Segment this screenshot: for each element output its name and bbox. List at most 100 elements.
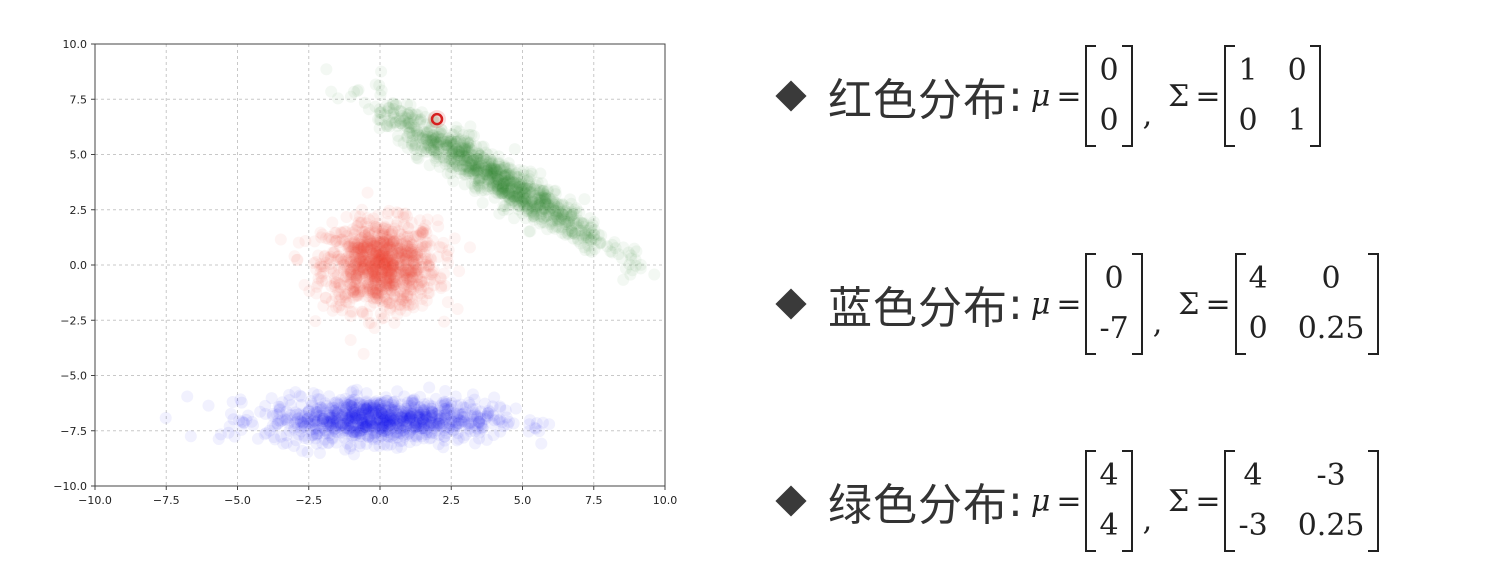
data-point (380, 242, 393, 255)
data-point (419, 252, 432, 265)
data-point (375, 279, 388, 292)
data-point (375, 266, 388, 279)
data-point (381, 253, 394, 266)
data-point (409, 408, 422, 421)
data-point (343, 278, 356, 291)
data-point (356, 406, 369, 419)
data-point (372, 249, 385, 262)
data-point (358, 242, 371, 255)
data-point (395, 282, 408, 295)
data-point (334, 226, 347, 239)
data-point (466, 388, 479, 401)
data-point (360, 248, 373, 261)
data-point (425, 411, 438, 424)
data-point (375, 251, 388, 264)
data-point (381, 258, 394, 271)
data-point (344, 277, 357, 290)
data-point (309, 315, 322, 328)
data-point (344, 90, 357, 103)
data-point (389, 271, 402, 284)
data-point (371, 222, 384, 235)
data-point (324, 250, 337, 263)
data-point (634, 262, 647, 275)
mean-vector: 4 4 (1085, 450, 1133, 552)
data-point (368, 225, 381, 238)
data-point (381, 215, 394, 228)
data-point (350, 412, 363, 425)
data-point (336, 409, 349, 422)
data-point (355, 240, 368, 253)
data-point (377, 227, 390, 240)
data-point (356, 407, 369, 420)
data-point (317, 415, 330, 428)
data-point (365, 268, 378, 281)
data-point (352, 421, 365, 434)
y-tick-label: 0.0 (70, 259, 88, 272)
data-point (362, 278, 375, 291)
data-point (362, 225, 375, 238)
data-point (365, 316, 378, 329)
formula-row-red: 红色分布 : μ = 0 0 , Σ = 1 0 0 1 (770, 45, 1321, 147)
data-point (392, 414, 405, 427)
data-point (364, 234, 377, 247)
data-point (376, 286, 389, 299)
covariance-matrix: 1 0 0 1 (1224, 45, 1321, 147)
data-point (369, 273, 382, 286)
data-point (334, 393, 347, 406)
data-point (326, 431, 339, 444)
data-point (404, 273, 417, 286)
equals-sign: = (1056, 78, 1082, 114)
data-point (367, 288, 380, 301)
data-point (494, 425, 507, 438)
data-point (343, 414, 356, 427)
data-point (315, 260, 328, 273)
data-point (404, 265, 417, 278)
data-point (344, 272, 357, 285)
data-point (398, 237, 411, 250)
data-point (363, 265, 376, 278)
data-point (317, 260, 330, 273)
data-point (427, 263, 440, 276)
data-point (384, 418, 397, 431)
data-point (442, 256, 455, 269)
data-point (374, 294, 387, 307)
data-point (403, 413, 416, 426)
data-point (403, 436, 416, 449)
data-point (322, 427, 335, 440)
data-point (345, 244, 358, 257)
data-point (314, 260, 327, 273)
data-point (294, 415, 307, 428)
data-point (354, 243, 367, 256)
data-point (348, 228, 361, 241)
data-point (367, 256, 380, 269)
data-point (366, 257, 379, 270)
data-point (357, 258, 370, 271)
data-point (406, 139, 419, 152)
data-point (362, 266, 375, 279)
data-point (384, 267, 397, 280)
data-point (410, 248, 423, 261)
data-point (314, 226, 327, 239)
data-point (438, 395, 451, 408)
data-point (356, 267, 369, 280)
data-point (346, 249, 359, 262)
data-point (382, 241, 395, 254)
data-point (378, 261, 391, 274)
data-point (353, 425, 366, 438)
data-point (356, 265, 369, 278)
data-point (398, 430, 411, 443)
data-point (528, 421, 541, 434)
data-point (360, 241, 373, 254)
data-point (417, 421, 430, 434)
matrix-cell: 0 (1321, 261, 1341, 296)
data-point (335, 233, 348, 246)
data-point (341, 275, 354, 288)
data-point (439, 396, 452, 409)
data-point (330, 301, 343, 314)
data-point (351, 288, 364, 301)
data-point (366, 239, 379, 252)
equals-sign: = (1056, 483, 1082, 519)
data-point (329, 411, 342, 424)
data-point (467, 154, 480, 167)
data-point (360, 217, 373, 230)
